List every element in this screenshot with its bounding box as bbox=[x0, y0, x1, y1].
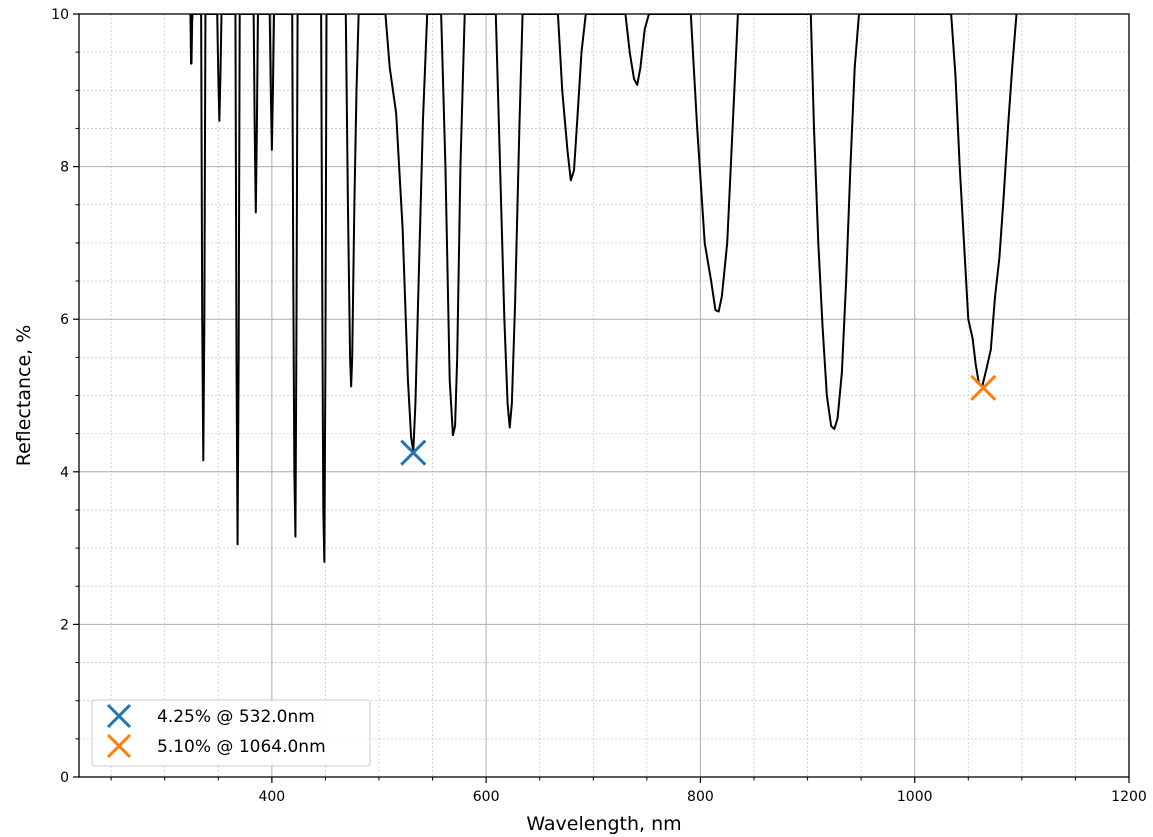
legend-marker-orange-x bbox=[106, 733, 132, 759]
x-tick-label: 800 bbox=[687, 789, 714, 805]
marker-layer bbox=[400, 374, 997, 466]
legend-entry-2: 5.10% @ 1064.0nm bbox=[157, 737, 326, 757]
ticks-layer: 400 600 800 1000 1200 0 2 4 6 8 10 bbox=[51, 7, 1147, 805]
legend-x-1-stroke-b bbox=[106, 703, 132, 729]
legend-x-1 bbox=[106, 703, 132, 729]
marker-point-2-stroke-b bbox=[970, 374, 997, 401]
legend-entry-1: 4.25% @ 532.0nm bbox=[157, 707, 315, 727]
marker-point-1-stroke-b bbox=[400, 439, 427, 466]
y-axis-label: Reflectance, % bbox=[13, 325, 35, 467]
legend-x-2-stroke-b bbox=[106, 733, 132, 759]
x-tick-label: 600 bbox=[473, 789, 500, 805]
legend-box bbox=[91, 699, 371, 767]
marker-point-2 bbox=[970, 374, 997, 401]
x-tick-label: 1200 bbox=[1111, 789, 1147, 805]
x-tick-label: 400 bbox=[258, 789, 285, 805]
series-layer bbox=[189, 14, 1018, 563]
legend-x-2 bbox=[106, 733, 132, 759]
marker-point-1 bbox=[400, 439, 427, 466]
y-tick-label: 10 bbox=[51, 7, 69, 23]
y-tick-label: 2 bbox=[60, 617, 69, 633]
y-tick-label: 6 bbox=[60, 312, 69, 328]
y-tick-label: 4 bbox=[60, 465, 69, 481]
x-axis-label: Wavelength, nm bbox=[526, 813, 681, 835]
legend-marker-blue-x bbox=[106, 703, 132, 729]
reflectance-series-line bbox=[189, 14, 1018, 563]
x-tick-label: 1000 bbox=[897, 789, 933, 805]
y-tick-label: 0 bbox=[60, 770, 69, 786]
y-tick-label: 8 bbox=[60, 160, 69, 176]
legend: 4.25% @ 532.0nm 5.10% @ 1064.0nm bbox=[91, 699, 371, 767]
